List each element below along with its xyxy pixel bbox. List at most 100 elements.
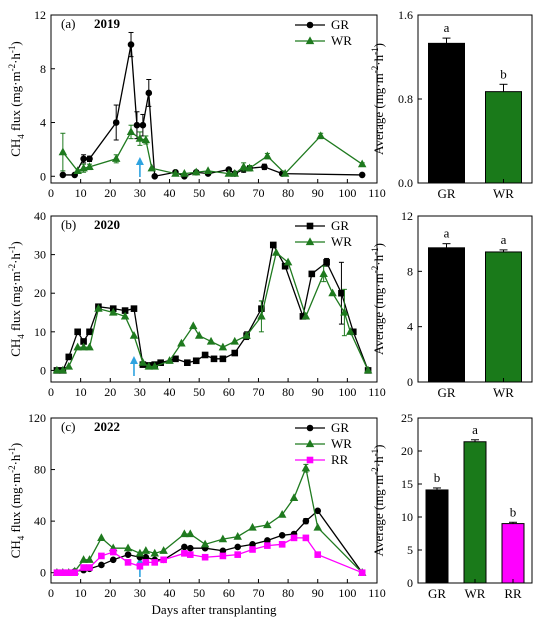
data-point xyxy=(242,331,251,339)
series-line xyxy=(56,251,369,372)
data-point xyxy=(151,559,159,566)
data-point xyxy=(301,463,311,472)
ylabel-part: ·h xyxy=(8,53,23,64)
data-point xyxy=(142,559,150,566)
data-point xyxy=(171,168,180,177)
data-point xyxy=(218,534,228,543)
y-tick-label: 120 xyxy=(28,411,46,425)
x-axis-label: Days after transplanting xyxy=(152,602,277,617)
ylabel-part: CH xyxy=(8,540,23,558)
data-point xyxy=(248,522,257,531)
panel-label: (a) xyxy=(61,16,75,31)
data-point xyxy=(200,539,210,548)
data-point xyxy=(141,546,151,554)
data-point xyxy=(85,555,94,563)
data-point xyxy=(363,365,373,374)
data-point xyxy=(80,155,87,163)
data-point xyxy=(192,357,200,365)
category-label: GR xyxy=(428,586,446,601)
data-point xyxy=(97,533,106,541)
x-tick-label: 30 xyxy=(134,186,146,200)
bar xyxy=(485,251,522,383)
x-tick-label: 80 xyxy=(282,385,294,399)
x-tick-label: 30 xyxy=(134,586,146,600)
data-point xyxy=(234,551,242,558)
significance-letter: a xyxy=(501,232,507,247)
data-point xyxy=(203,166,213,175)
ylabel-part: flux (mg·m xyxy=(8,473,23,536)
ylabel-part: -2 xyxy=(7,465,17,473)
ylabel-part: 4 xyxy=(16,535,26,540)
ylabel-part: -1 xyxy=(370,449,380,457)
legend-label: GR xyxy=(331,420,349,435)
data-point xyxy=(109,548,117,556)
ylabel-part: ) xyxy=(8,41,23,45)
data-point xyxy=(283,257,293,266)
x-tick-label: 60 xyxy=(223,186,235,200)
y-tick-label: 0 xyxy=(40,566,46,580)
bar xyxy=(425,489,449,584)
data-point xyxy=(141,135,151,144)
data-point xyxy=(139,121,147,129)
x-tick-label: 40 xyxy=(164,385,176,399)
ylabel-part: CH xyxy=(8,139,23,157)
data-point xyxy=(290,534,298,542)
y-tick-label: 0 xyxy=(40,363,46,377)
ylabel-part: ·h xyxy=(371,54,386,65)
ylabel-part: -2 xyxy=(370,66,380,74)
significance-letter: b xyxy=(500,66,507,81)
x-tick-label: 10 xyxy=(75,586,87,600)
data-point xyxy=(186,544,194,552)
data-point xyxy=(302,517,310,525)
data-point xyxy=(181,550,188,557)
data-point xyxy=(135,548,145,557)
data-point xyxy=(79,555,88,563)
x-tick-label: 110 xyxy=(368,385,386,399)
data-point xyxy=(277,510,287,518)
ylabel-part: ·h xyxy=(371,254,386,265)
data-point xyxy=(181,543,188,551)
data-point xyxy=(172,355,179,363)
significance-letter: a xyxy=(444,20,450,35)
x-tick-label: 100 xyxy=(338,586,356,600)
y-tick-label: 0 xyxy=(407,375,413,389)
significance-letter: b xyxy=(510,504,517,519)
data-point xyxy=(85,162,94,170)
y-tick-label: 12 xyxy=(34,8,46,22)
legend-marker xyxy=(306,222,314,230)
data-point xyxy=(64,361,74,370)
y-tick-label: 15 xyxy=(401,477,413,491)
ylabel-part: -1 xyxy=(7,46,17,54)
bar xyxy=(463,441,487,584)
category-label: GR xyxy=(437,186,455,201)
ylabel-part: 4 xyxy=(16,134,26,139)
legend-label: GR xyxy=(331,17,349,32)
legend-label: WR xyxy=(331,234,352,249)
legend-marker xyxy=(305,439,315,448)
ylabel-part: 4 xyxy=(16,334,26,339)
x-tick-label: 40 xyxy=(164,586,176,600)
plot-frame xyxy=(50,14,378,184)
data-point xyxy=(79,342,88,351)
data-point xyxy=(271,248,281,256)
series-line xyxy=(56,243,369,372)
data-point xyxy=(346,327,355,335)
ylabel-part: -2 xyxy=(7,64,17,72)
data-point xyxy=(98,552,105,560)
ylabel-part: -1 xyxy=(7,246,17,254)
y-axis-label: CH4 flux (mg·m-2·h-1) xyxy=(7,41,26,157)
data-point xyxy=(245,163,254,172)
data-point xyxy=(165,356,174,364)
data-point xyxy=(180,168,189,177)
data-point xyxy=(314,507,322,515)
data-point xyxy=(59,569,67,576)
data-point xyxy=(74,328,81,336)
data-point xyxy=(357,159,367,168)
data-point xyxy=(308,270,316,278)
data-point xyxy=(302,534,310,542)
ylabel-part: -2 xyxy=(370,266,380,274)
plot-frame xyxy=(50,417,378,584)
x-tick-label: 80 xyxy=(282,586,294,600)
y-tick-label: 40 xyxy=(34,514,46,528)
data-point xyxy=(150,548,159,557)
